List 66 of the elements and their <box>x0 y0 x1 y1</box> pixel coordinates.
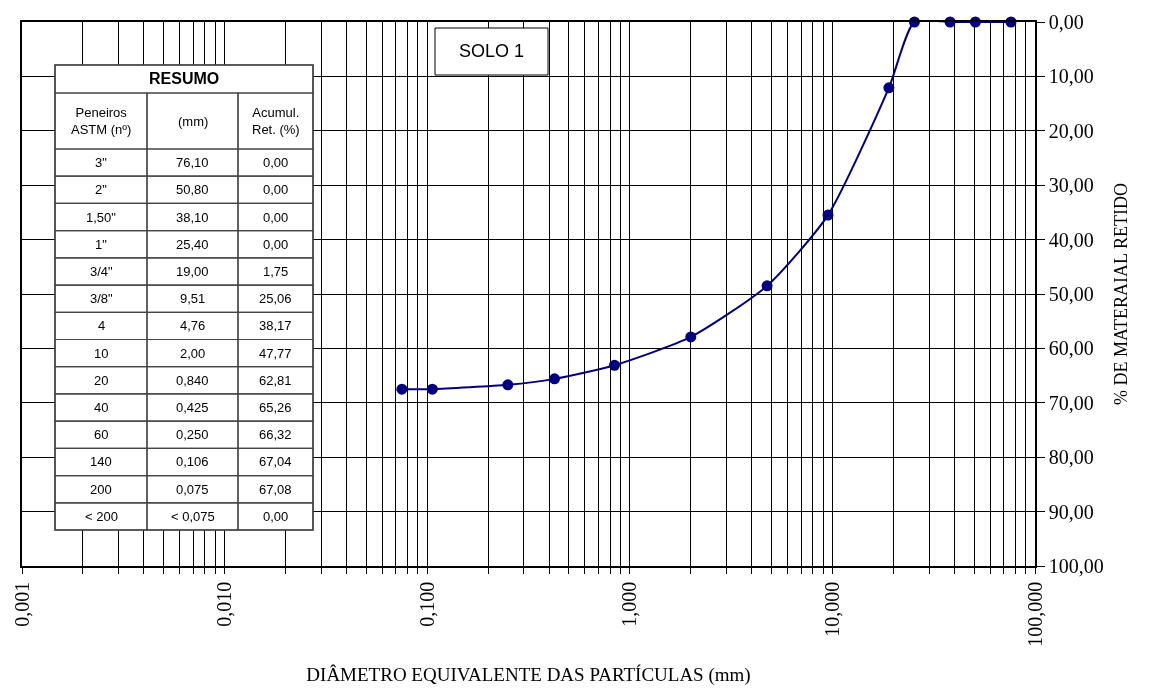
annotation: 0,250 <box>176 427 209 442</box>
y-tick-label: 90,00 <box>1048 500 1094 523</box>
y-tick-label: 20,00 <box>1048 119 1094 142</box>
y-axis-title: % DE MATERAIAL RETIDO <box>1111 183 1132 405</box>
annotation: 0,840 <box>176 373 209 388</box>
annotation: 3" <box>95 155 108 170</box>
annotation: RESUMO <box>149 70 220 87</box>
annotation: 1,50" <box>86 210 117 225</box>
annotation: Peneiros ASTM (nº) <box>71 105 132 137</box>
annotation: 19,00 <box>176 264 209 279</box>
annotation: 60 <box>94 427 109 442</box>
annotation: 38,10 <box>176 210 209 225</box>
x-tick-label: 100,000 <box>1023 581 1046 647</box>
annotation: 38,17 <box>259 318 292 333</box>
annotation: 1,75 <box>263 264 289 279</box>
annotation: 0,00 <box>263 155 289 170</box>
y-tick-label: 80,00 <box>1048 446 1094 469</box>
annotation: 65,26 <box>259 400 292 415</box>
annotation: 76,10 <box>176 155 209 170</box>
annotation: (mm) <box>178 114 209 129</box>
annotation: 0,00 <box>263 237 289 252</box>
annotation: 140 <box>90 454 112 469</box>
y-tick-label: 70,00 <box>1048 391 1094 414</box>
y-tick-label: 50,00 <box>1048 283 1094 305</box>
x-tick-label: 1,000 <box>618 581 641 627</box>
annotation: 25,40 <box>176 237 209 252</box>
x-axis-title: DIÂMETRO EQUIVALENTE DAS PARTÍCULAS (mm) <box>306 664 751 687</box>
annotation: 0,00 <box>263 182 289 197</box>
y-tick-label: 10,00 <box>1048 65 1094 88</box>
annotation: 50,80 <box>176 182 209 197</box>
annotation: 200 <box>90 482 112 497</box>
annotation: 0,106 <box>176 454 209 469</box>
annotation: 20 <box>94 373 109 388</box>
annotation: 0,00 <box>263 509 289 524</box>
annotation: SOLO 1 <box>459 41 525 61</box>
annotation: 47,77 <box>259 346 292 361</box>
annotation: 9,51 <box>180 291 206 306</box>
annotation: 0,00 <box>263 210 289 225</box>
annotation: 4,76 <box>180 318 206 333</box>
annotation: 1" <box>95 237 108 252</box>
y-tick-label: 40,00 <box>1048 228 1094 251</box>
annotation: 2" <box>95 182 108 197</box>
x-tick-label: 10,000 <box>820 581 843 637</box>
annotation: 4 <box>98 318 106 333</box>
x-tick-label: 0,001 <box>10 581 33 627</box>
annotation: 40 <box>94 400 109 415</box>
annotation: < 0,075 <box>171 509 215 524</box>
y-tick-label: 100,00 <box>1048 555 1104 577</box>
annotation: 62,81 <box>259 373 292 388</box>
annotation: < 200 <box>85 509 118 524</box>
annotation: 3/8" <box>90 291 114 306</box>
annotation: 0,425 <box>176 400 209 415</box>
annotation: 66,32 <box>259 427 292 442</box>
y-tick-label: 60,00 <box>1048 337 1094 360</box>
y-tick-label: 0,00 <box>1048 11 1084 33</box>
y-tick-label: 30,00 <box>1048 174 1094 197</box>
x-tick-label: 0,100 <box>415 581 438 627</box>
annotation: 25,06 <box>259 291 292 306</box>
annotation: 0,075 <box>176 482 209 497</box>
annotation: 67,04 <box>259 454 292 469</box>
annotation: 2,00 <box>180 346 206 361</box>
annotation: Acumul. Ret. (%) <box>252 105 300 137</box>
annotation: 3/4" <box>90 264 114 279</box>
x-tick-label: 0,010 <box>213 581 236 627</box>
annotation: 67,08 <box>259 482 292 497</box>
annotation: 10 <box>94 346 109 361</box>
